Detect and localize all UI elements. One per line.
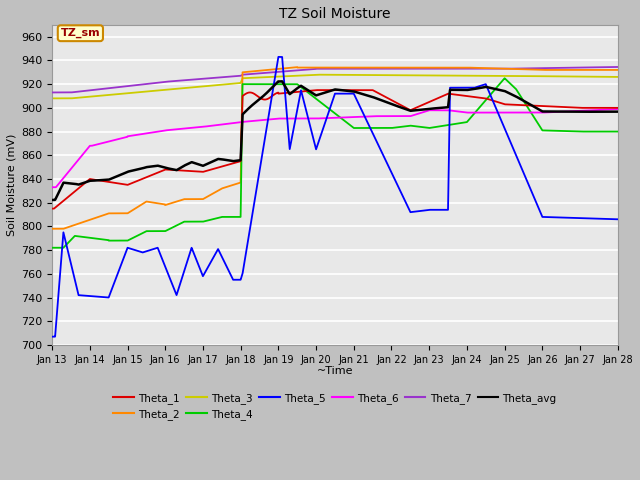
X-axis label: ~Time: ~Time [317, 366, 353, 376]
Text: TZ_sm: TZ_sm [61, 28, 100, 38]
Legend: Theta_1, Theta_2, Theta_3, Theta_4, Theta_5, Theta_6, Theta_7, Theta_avg: Theta_1, Theta_2, Theta_3, Theta_4, Thet… [109, 388, 561, 424]
Title: TZ Soil Moisture: TZ Soil Moisture [279, 7, 390, 21]
Y-axis label: Soil Moisture (mV): Soil Moisture (mV) [7, 134, 17, 236]
